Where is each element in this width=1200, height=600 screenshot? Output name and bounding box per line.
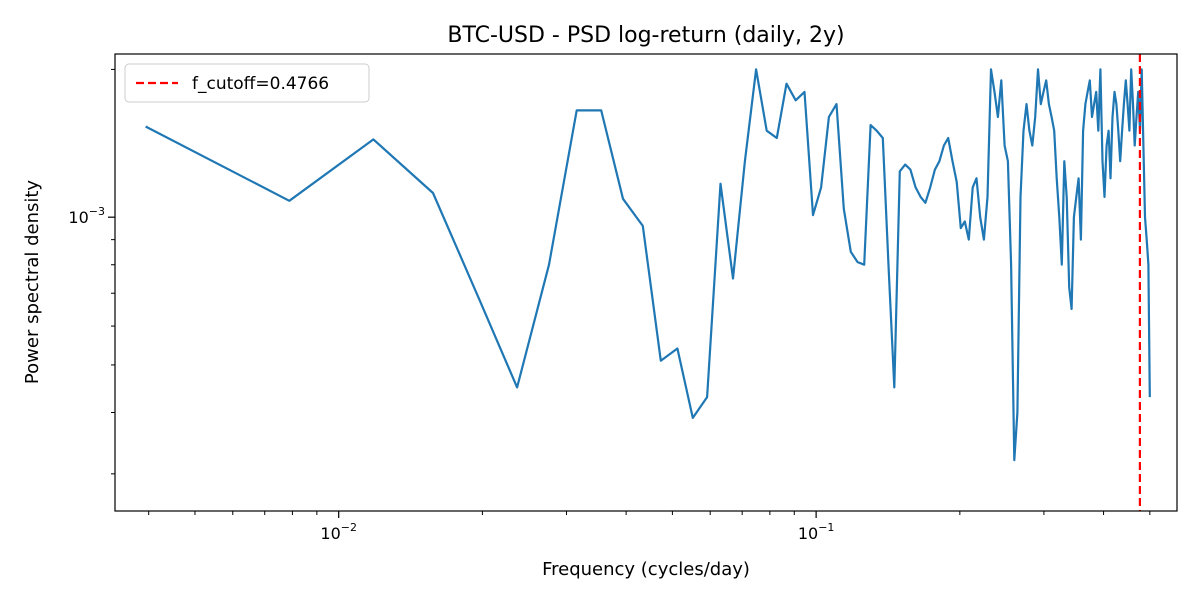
plot-frame bbox=[114, 53, 1178, 512]
chart-title: BTC-USD - PSD log-return (daily, 2y) bbox=[447, 23, 844, 48]
y-axis-label: Power spectral density bbox=[22, 180, 43, 384]
legend-box bbox=[124, 63, 370, 103]
x-axis-label: Frequency (cycles/day) bbox=[542, 559, 750, 580]
legend: f_cutoff=0.4766 bbox=[124, 63, 370, 103]
plot-area bbox=[115, 54, 1177, 511]
x-tick-label: 10−2 bbox=[320, 521, 357, 543]
psd-series-line bbox=[145, 68, 1151, 462]
legend-label: f_cutoff=0.4766 bbox=[192, 74, 329, 94]
x-tick-label: 10−1 bbox=[798, 521, 835, 543]
axis-ticks: 10−2 10−1 10−3 bbox=[68, 68, 1151, 543]
y-tick-label: 10−3 bbox=[68, 205, 105, 227]
series-layer bbox=[145, 68, 1151, 462]
